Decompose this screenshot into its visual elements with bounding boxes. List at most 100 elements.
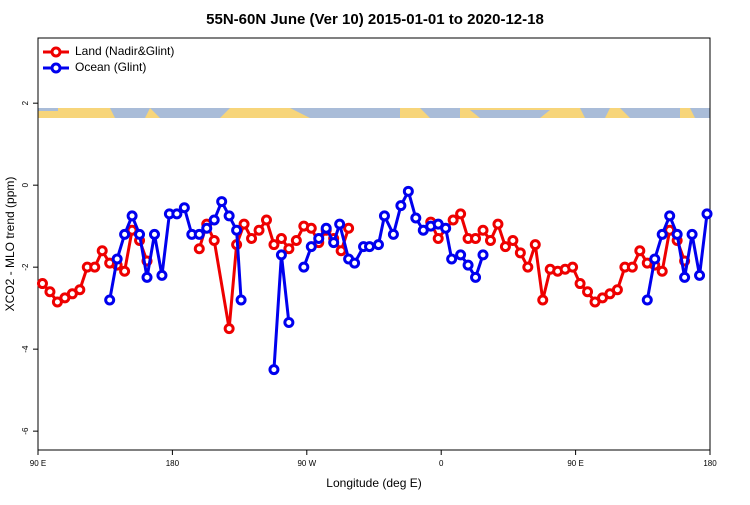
data-point: [567, 261, 579, 273]
data-point: [141, 271, 153, 283]
data-point: [44, 286, 56, 298]
data-point: [283, 317, 295, 329]
data-point: [402, 185, 414, 197]
data-point: [208, 235, 220, 247]
x-tick-label: 90 E: [30, 459, 46, 468]
legend-label: Ocean (Glint): [75, 60, 146, 74]
data-point: [119, 265, 131, 277]
x-tick-label: 180: [703, 459, 717, 468]
data-point: [343, 222, 355, 234]
data-point: [656, 265, 668, 277]
data-point: [649, 253, 661, 265]
data-point: [470, 271, 482, 283]
legend-marker: [50, 46, 62, 58]
data-point: [334, 218, 346, 230]
chart-title: 55N-60N June (Ver 10) 2015-01-01 to 2020…: [206, 11, 544, 28]
data-point: [664, 210, 676, 222]
data-point: [455, 208, 467, 220]
data-point: [313, 232, 325, 244]
data-point: [89, 261, 101, 273]
plot-frame: [37, 37, 711, 451]
y-tick-label: 0: [21, 182, 30, 187]
legend-label: Land (Nadir&Glint): [75, 44, 174, 58]
data-point: [74, 284, 86, 296]
data-point: [349, 257, 361, 269]
data-point: [126, 210, 138, 222]
x-axis-label: Longitude (deg E): [326, 476, 421, 490]
data-point: [447, 214, 459, 226]
data-point: [216, 196, 228, 208]
legend-marker: [50, 62, 62, 74]
data-point: [335, 245, 347, 257]
y-tick-label: 2: [21, 100, 30, 105]
y-tick-label: -2: [21, 263, 30, 271]
data-point: [611, 284, 623, 296]
data-point: [305, 222, 317, 234]
data-point: [235, 294, 247, 306]
x-tick-label: 0: [439, 459, 444, 468]
data-point: [671, 228, 683, 240]
data-point: [470, 232, 482, 244]
data-point: [96, 245, 108, 257]
map-strip: [38, 108, 710, 118]
data-point: [320, 222, 332, 234]
data-point: [148, 228, 160, 240]
data-point: [582, 286, 594, 298]
data-point: [387, 228, 399, 240]
data-point: [111, 253, 123, 265]
data-point: [193, 243, 205, 255]
y-tick-label: -6: [21, 427, 30, 435]
data-point: [410, 212, 422, 224]
data-point: [492, 218, 504, 230]
data-point: [686, 228, 698, 240]
data-point: [298, 261, 310, 273]
data-point: [626, 261, 638, 273]
data-point: [656, 228, 668, 240]
data-point: [260, 214, 272, 226]
data-point: [268, 239, 280, 251]
x-tick-label: 90 W: [297, 459, 316, 468]
data-point: [701, 208, 713, 220]
data-point: [499, 241, 511, 253]
data-point: [104, 294, 116, 306]
data-point: [364, 241, 376, 253]
data-point: [679, 271, 691, 283]
data-point: [440, 222, 452, 234]
data-point: [275, 232, 287, 244]
data-point: [223, 323, 235, 335]
series-line: [108, 187, 709, 370]
data-point: [275, 249, 287, 261]
data-point: [328, 237, 340, 249]
data-point: [455, 249, 467, 261]
data-point: [119, 228, 131, 240]
data-point: [134, 228, 146, 240]
data-point: [522, 261, 534, 273]
data-point: [462, 259, 474, 271]
data-point: [268, 364, 280, 376]
data-point: [537, 294, 549, 306]
data-point: [378, 210, 390, 222]
data-point: [574, 278, 586, 290]
data-point: [156, 269, 168, 281]
data-point: [634, 245, 646, 257]
data-point: [246, 232, 258, 244]
data-point: [290, 235, 302, 247]
data-point: [529, 239, 541, 251]
data-point: [446, 253, 458, 265]
data-point: [694, 269, 706, 281]
data-point: [507, 235, 519, 247]
data-point: [283, 243, 295, 255]
data-point: [178, 202, 190, 214]
data-point: [641, 294, 653, 306]
y-axis-label: XCO2 - MLO trend (ppm): [3, 177, 17, 312]
x-tick-label: 180: [166, 459, 180, 468]
data-point: [484, 235, 496, 247]
data-point: [253, 224, 265, 236]
data-point: [305, 241, 317, 253]
data-point: [223, 210, 235, 222]
data-point: [477, 224, 489, 236]
data-point: [193, 228, 205, 240]
data-point: [238, 218, 250, 230]
data-point: [514, 247, 526, 259]
data-point: [208, 214, 220, 226]
